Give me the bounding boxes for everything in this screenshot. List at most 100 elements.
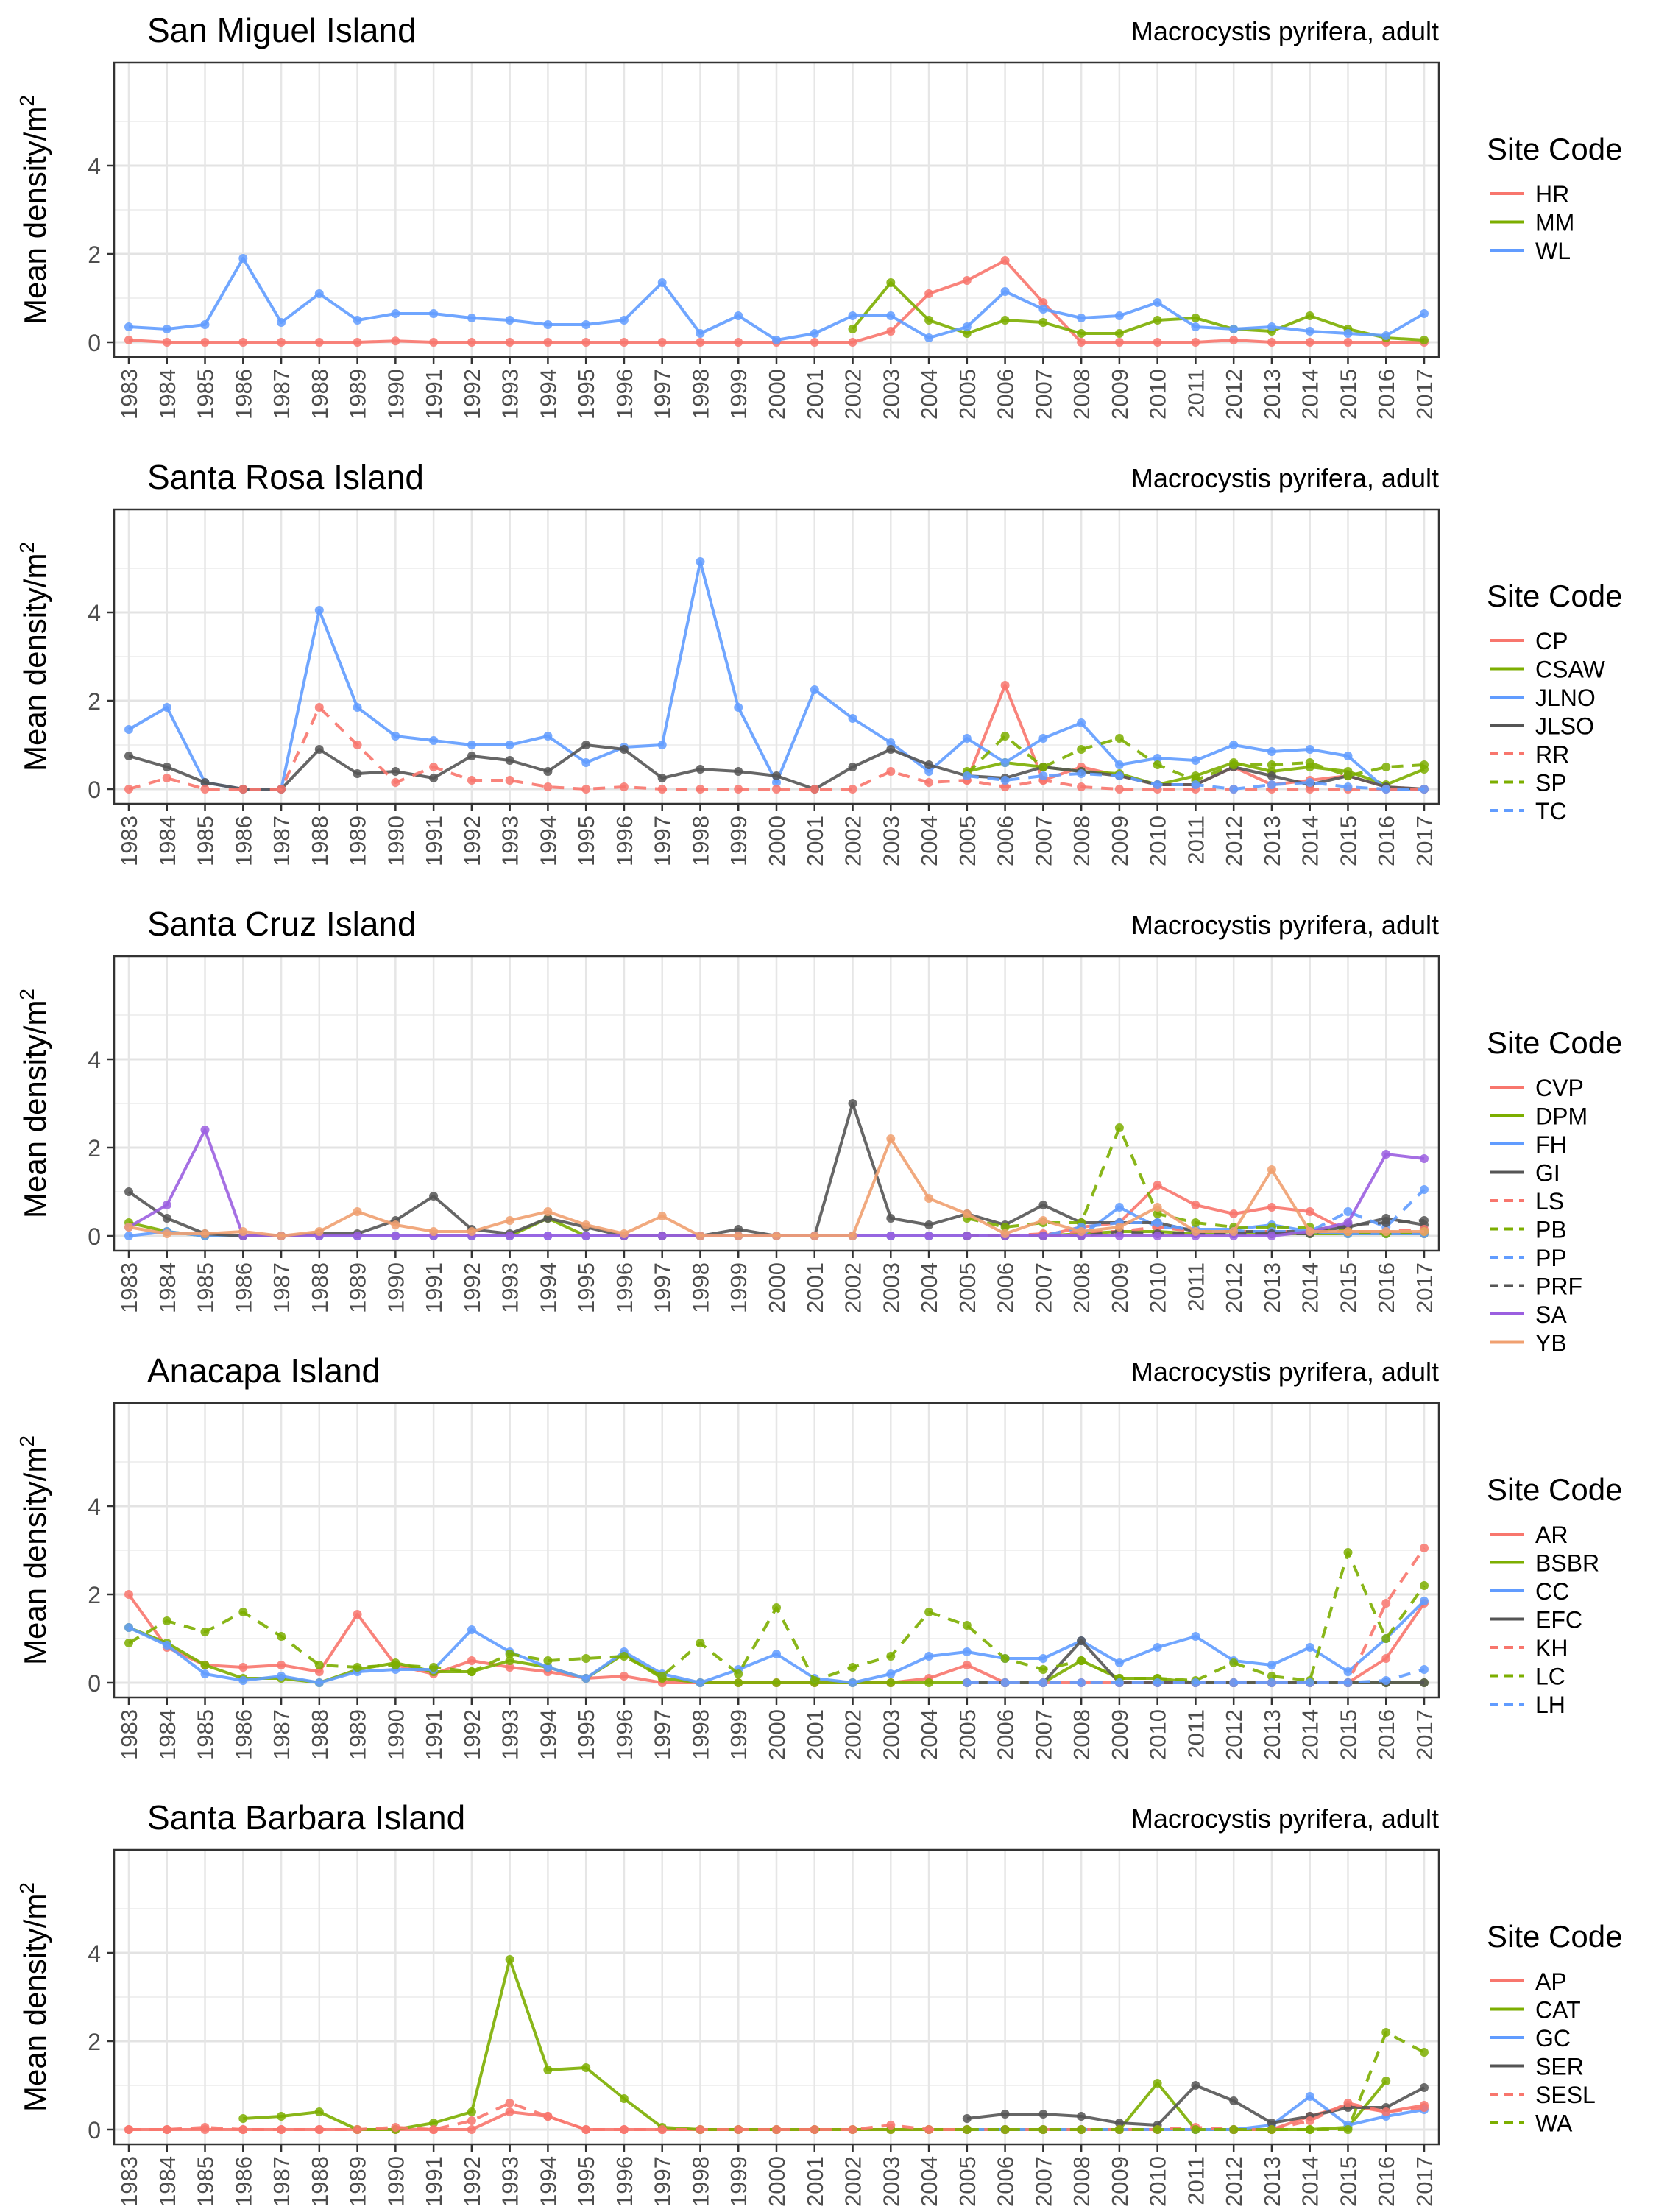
x-tick-label: 2016 (1373, 1262, 1399, 1313)
data-point (924, 1232, 934, 1240)
x-tick-label: 1994 (535, 369, 561, 420)
data-point (1038, 734, 1048, 743)
x-tick-label: 2000 (764, 1709, 790, 1760)
x-tick-label: 1987 (269, 2156, 294, 2207)
legend-item-label: BSBR (1535, 1550, 1599, 1577)
data-point (1038, 298, 1048, 307)
x-tick-label: 2006 (993, 2156, 1019, 2207)
data-point (619, 1672, 629, 1681)
x-tick-label: 2000 (764, 369, 790, 420)
x-tick-label: 1997 (650, 1262, 676, 1313)
data-point (962, 1621, 972, 1630)
data-point (124, 1223, 133, 1232)
data-point (1114, 2125, 1124, 2134)
data-point (162, 2125, 171, 2134)
data-point (1229, 760, 1239, 769)
data-point (391, 336, 400, 346)
data-point (391, 1232, 400, 1240)
x-tick-label: 2015 (1335, 2156, 1361, 2207)
data-point (467, 338, 476, 347)
x-tick-label: 1986 (230, 2156, 256, 2207)
data-point (505, 1656, 514, 1665)
data-point (1077, 2125, 1086, 2134)
data-point (124, 1232, 133, 1240)
series-wa (962, 2028, 1429, 2134)
data-point (353, 703, 362, 712)
x-tick-label: 2013 (1259, 2156, 1285, 2207)
legend-item-label: MM (1535, 210, 1574, 236)
data-point (1077, 1678, 1086, 1687)
data-point (1267, 1165, 1276, 1174)
data-point (924, 760, 934, 769)
y-tick-label: 4 (88, 600, 101, 626)
data-point (314, 1227, 324, 1236)
data-point (1267, 1672, 1276, 1681)
data-point (924, 333, 934, 342)
panel-2: Santa Rosa Island Macrocystis pyrifera, a… (15, 458, 1622, 866)
data-point (1077, 314, 1086, 322)
x-tick-label: 1986 (230, 816, 256, 866)
data-point (848, 338, 857, 347)
data-point (162, 1214, 171, 1223)
panel-title: Santa Rosa Island (147, 458, 424, 496)
data-point (924, 1220, 934, 1229)
data-point (734, 1232, 743, 1240)
x-tick-label: 1991 (421, 2156, 447, 2207)
series-lc (124, 1548, 1429, 1685)
x-tick-label: 1997 (650, 2156, 676, 2207)
x-tick-label: 2004 (916, 816, 942, 866)
y-tick-label: 4 (88, 1940, 101, 1967)
legend-item-label: RR (1535, 741, 1569, 768)
x-tick-label: 2004 (916, 1262, 942, 1313)
data-point (734, 2125, 743, 2134)
data-point (1343, 2099, 1353, 2107)
data-point (1267, 760, 1276, 769)
data-point (1343, 2125, 1353, 2134)
legend-title: Site Code (1487, 1919, 1622, 1954)
x-tick-label: 1993 (498, 1262, 523, 1313)
data-point (238, 1227, 248, 1236)
data-point (772, 771, 781, 780)
data-point (1381, 1676, 1391, 1685)
legend-item-label: KH (1535, 1635, 1568, 1661)
x-tick-label: 1995 (573, 1709, 599, 1760)
data-point (848, 2125, 857, 2134)
x-tick-label: 2006 (993, 369, 1019, 420)
x-tick-label: 1998 (687, 1262, 713, 1313)
x-tick-label: 1997 (650, 369, 676, 420)
data-point (1381, 1218, 1391, 1227)
y-tick-label: 2 (88, 2029, 101, 2055)
data-point (1267, 2125, 1276, 2134)
x-tick-label: 2013 (1259, 1262, 1285, 1313)
y-tick-label: 2 (88, 1582, 101, 1608)
data-point (924, 2125, 934, 2134)
data-point (1077, 769, 1086, 778)
x-tick-label: 1990 (383, 369, 408, 420)
data-point (772, 1603, 781, 1612)
x-tick-label: 2010 (1145, 816, 1171, 866)
data-point (848, 1663, 857, 1672)
x-tick-label: 1988 (307, 1709, 333, 1760)
data-point (314, 1661, 324, 1669)
series-tc (962, 769, 1429, 794)
data-point (1000, 1229, 1010, 1238)
data-point (696, 1678, 705, 1687)
data-point (162, 703, 171, 712)
data-point (1305, 1643, 1314, 1652)
data-point (1000, 1654, 1010, 1663)
data-point (1343, 1218, 1353, 1227)
x-tick-label: 1984 (155, 816, 180, 866)
data-point (581, 338, 591, 347)
data-point (1000, 256, 1010, 265)
data-point (886, 278, 896, 287)
data-point (1038, 1201, 1048, 1209)
data-point (619, 2094, 629, 2103)
data-point (1114, 329, 1124, 338)
x-tick-label: 1998 (687, 816, 713, 866)
data-point (505, 741, 514, 749)
x-tick-label: 2008 (1069, 369, 1094, 420)
data-point (314, 1678, 324, 1687)
data-point (886, 2121, 896, 2130)
data-point (1381, 1654, 1391, 1663)
